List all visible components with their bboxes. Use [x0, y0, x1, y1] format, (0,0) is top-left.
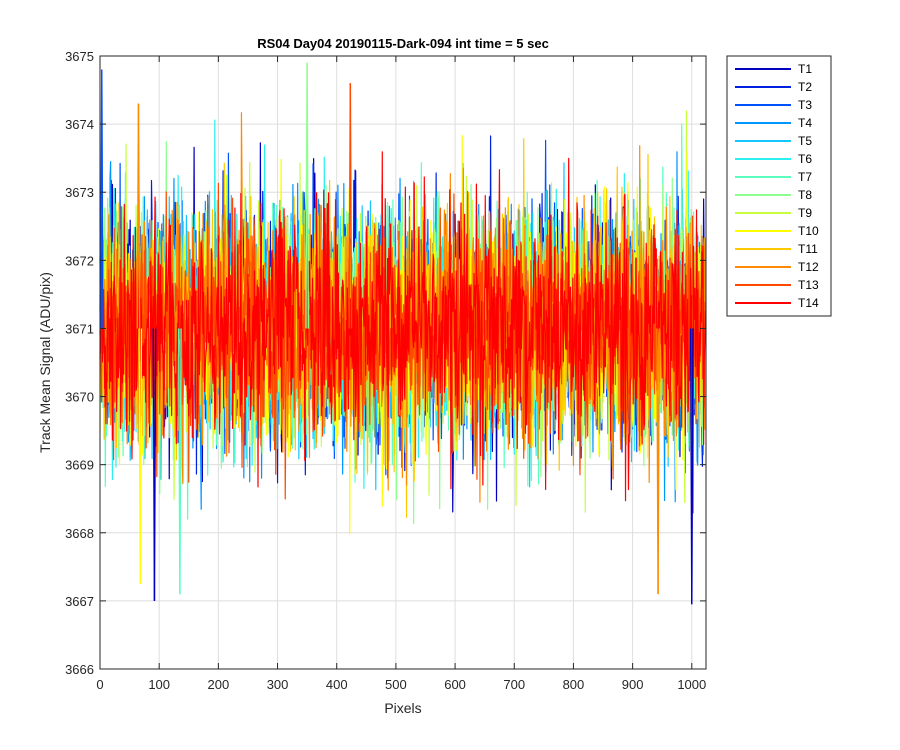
legend-label-t11: T11 — [798, 242, 818, 256]
chart-title: RS04 Day04 20190115-Dark-094 int time = … — [257, 36, 549, 51]
y-tick-label: 3671 — [65, 321, 94, 336]
extreme-spike-t13 — [349, 83, 353, 329]
legend-label-t1: T1 — [798, 62, 812, 76]
y-tick-label: 3672 — [65, 253, 94, 268]
x-tick-label: 200 — [208, 677, 230, 692]
x-tick-label: 800 — [563, 677, 585, 692]
y-tick-label: 3668 — [65, 526, 94, 541]
legend-box — [726, 55, 832, 317]
ticks: 0 100 200 300 400 500 600 700 800 900 1000 3666 3667… — [65, 49, 706, 692]
legend-label-t7: T7 — [798, 170, 812, 184]
extreme-spike-t7 — [179, 328, 182, 595]
y-axis-label: Track Mean Signal (ADU/pix) — [37, 272, 53, 453]
extreme-spike-t10 — [139, 328, 143, 584]
x-axis-label: Pixels — [384, 700, 421, 716]
x-tick-label: 100 — [148, 677, 170, 692]
legend-label-t3: T3 — [798, 98, 812, 112]
x-tick-label: 600 — [444, 677, 466, 692]
series-line-t14 — [99, 151, 707, 514]
y-tick-label: 3673 — [65, 185, 94, 200]
extreme-spike-t1 — [153, 328, 157, 601]
x-tick-label: 500 — [385, 677, 407, 692]
x-tick-label: 1000 — [677, 677, 706, 692]
x-tick-label: 900 — [622, 677, 644, 692]
legend-label-t4: T4 — [798, 116, 812, 130]
y-tick-label: 3666 — [65, 662, 94, 677]
legend-label-t9: T9 — [798, 206, 812, 220]
y-tick-label: 3669 — [65, 458, 94, 473]
extreme-spike-t3 — [101, 69, 104, 329]
x-tick-label: 700 — [503, 677, 525, 692]
legend: T1 T2 T3 T4 T5 T6 T7 T8 T9 T10 T11 T12 T13 T14 — [726, 55, 832, 317]
legend-label-t8: T8 — [798, 188, 812, 202]
legend-label-t14: T14 — [798, 296, 819, 310]
legend-label-t13: T13 — [798, 278, 819, 292]
legend-label-t10: T10 — [798, 224, 819, 238]
x-tick-label: 400 — [326, 677, 348, 692]
x-tick-label: 300 — [267, 677, 289, 692]
series-lines — [99, 62, 707, 605]
x-tick-label: 0 — [96, 677, 103, 692]
y-tick-label: 3674 — [65, 117, 94, 132]
extreme-spike-t12 — [137, 103, 141, 329]
legend-label-t5: T5 — [798, 134, 812, 148]
y-tick-label: 3670 — [65, 390, 94, 405]
y-tick-label: 3675 — [65, 49, 94, 64]
extreme-spike-t12 — [657, 328, 660, 595]
extreme-spike-t8 — [306, 62, 310, 329]
axes-box — [99, 55, 707, 670]
extreme-spike-t1 — [691, 328, 694, 605]
legend-label-t2: T2 — [798, 80, 812, 94]
legend-label-t12: T12 — [798, 260, 819, 274]
y-tick-label: 3667 — [65, 594, 94, 609]
legend-label-t6: T6 — [798, 152, 812, 166]
